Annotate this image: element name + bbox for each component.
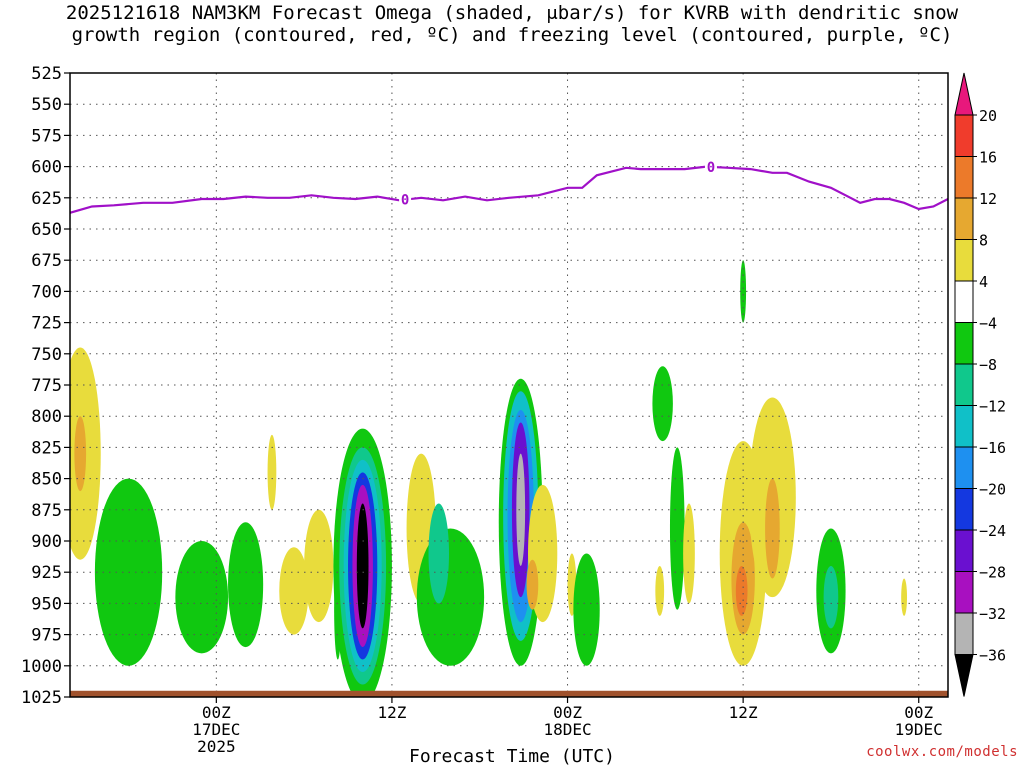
y-tick-label: 825: [31, 438, 62, 458]
omega-cell: [228, 522, 264, 648]
omega-cell: [428, 503, 450, 604]
omega-cell: [901, 578, 908, 616]
colorbar-tick-label: −24: [979, 522, 1006, 540]
colorbar-segment: [954, 156, 974, 199]
colorbar-tick-label: −20: [979, 481, 1006, 499]
freezing-label-bg: [704, 158, 717, 175]
y-tick-label: 575: [31, 126, 62, 146]
omega-cell: [74, 416, 87, 492]
x-tick-date-label: 17DEC: [192, 720, 240, 739]
omega-cell: [740, 260, 747, 323]
colorbar-segment: [954, 322, 974, 365]
y-tick-label: 900: [31, 532, 62, 552]
y-tick-label: 925: [31, 563, 62, 583]
freezing-level-label: 0: [707, 160, 715, 176]
colorbar-tick-label: −16: [979, 439, 1006, 457]
omega-cell: [735, 565, 748, 616]
colorbar-tick-label: −28: [979, 564, 1006, 582]
colorbar-tick-label: 16: [979, 149, 997, 167]
y-tick-label: 775: [31, 376, 62, 396]
x-tick-year-label: 2025: [197, 737, 236, 756]
y-tick-label: 600: [31, 158, 62, 178]
y-tick-label: 950: [31, 594, 62, 614]
colorbar-bottom-arrow: [954, 654, 974, 697]
x-tick-label: 00Z: [904, 703, 933, 722]
x-tick-date-label: 18DEC: [543, 720, 591, 739]
omega-cell: [655, 565, 665, 616]
colorbar-tick-label: 8: [979, 232, 988, 250]
y-tick-label: 650: [31, 220, 62, 240]
omega-cell: [304, 509, 334, 623]
omega-cell: [573, 553, 600, 666]
y-tick-label: 1025: [21, 688, 62, 708]
colorbar-segment: [954, 197, 974, 240]
colorbar-segment: [954, 612, 974, 655]
y-tick-label: 800: [31, 407, 62, 427]
terrain-fill: [70, 690, 948, 697]
colorbar-segment: [954, 571, 974, 614]
colorbar-segment: [954, 529, 974, 572]
chart-title-line-2: growth region (contoured, red, ºC) and f…: [71, 24, 953, 46]
freezing-level-line: [70, 165, 948, 214]
omega-cell: [279, 547, 309, 635]
omega-cell: [823, 565, 839, 629]
colorbar-tick-label: −32: [979, 605, 1006, 623]
colorbar-segment: [954, 239, 974, 282]
colorbar-segment: [954, 363, 974, 406]
colorbar-segment: [954, 114, 974, 157]
omega-cell: [683, 503, 695, 604]
y-tick-label: 1000: [21, 657, 62, 677]
colorbar-segment: [954, 488, 974, 531]
x-tick-date-label: 19DEC: [895, 720, 943, 739]
colorbar-tick-label: −36: [979, 647, 1006, 665]
colorbar-tick-label: −12: [979, 398, 1006, 416]
y-tick-label: 875: [31, 501, 62, 521]
omega-cell: [267, 434, 277, 510]
omega-cell: [356, 503, 369, 629]
omega-cell: [652, 366, 673, 442]
omega-cell: [516, 453, 526, 566]
y-tick-label: 550: [31, 95, 62, 115]
x-tick-label: 12Z: [377, 703, 406, 722]
y-tick-label: 700: [31, 282, 62, 302]
colorbar-segment: [954, 446, 974, 489]
credit-link[interactable]: coolwx.com/models: [866, 744, 1018, 760]
y-tick-label: 675: [31, 251, 62, 271]
freezing-level-label: 0: [401, 193, 409, 209]
colorbar-segment: [954, 280, 974, 323]
y-tick-label: 975: [31, 626, 62, 646]
y-tick-label: 750: [31, 345, 62, 365]
colorbar-segment: [954, 405, 974, 448]
x-axis-title: Forecast Time (UTC): [409, 746, 615, 767]
y-tick-label: 525: [31, 64, 62, 84]
colorbar-tick-label: 12: [979, 190, 997, 208]
omega-cell: [416, 528, 485, 666]
colorbar-tick-label: −8: [979, 356, 997, 374]
y-tick-label: 625: [31, 189, 62, 209]
omega-cell: [175, 541, 229, 654]
x-tick-label: 00Z: [202, 703, 231, 722]
x-tick-label: 00Z: [553, 703, 582, 722]
colorbar-tick-label: −4: [979, 315, 997, 333]
colorbar-top-arrow: [954, 72, 974, 116]
x-tick-label: 12Z: [729, 703, 758, 722]
omega-cell: [765, 478, 780, 579]
y-tick-label: 850: [31, 470, 62, 490]
colorbar-tick-label: 20: [979, 107, 997, 125]
y-tick-label: 725: [31, 314, 62, 334]
colorbar-tick-label: 4: [979, 273, 988, 291]
chart-title-line-1: 2025121618 NAM3KM Forecast Omega (shaded…: [65, 2, 959, 24]
freezing-label-bg: [399, 191, 412, 208]
omega-cell: [669, 447, 685, 610]
omega-cell: [526, 559, 539, 610]
